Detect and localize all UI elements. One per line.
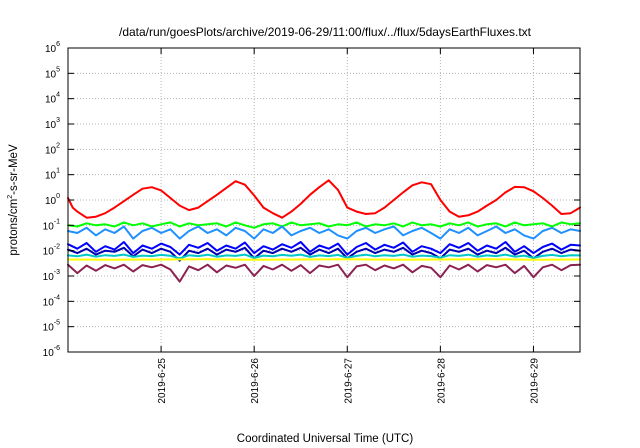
x-tick-label: 2019-6-26 bbox=[250, 358, 261, 404]
x-tick-label: 2019-6-25 bbox=[157, 358, 168, 404]
y-tick-base: 10 bbox=[43, 297, 55, 308]
y-tick-label: 10-6 bbox=[43, 345, 60, 359]
y-tick-exponent: -1 bbox=[54, 218, 60, 225]
y-tick-base: 10 bbox=[45, 120, 57, 131]
y-tick-exponent: 1 bbox=[56, 168, 60, 175]
x-tick-label: 2019-6-27 bbox=[343, 358, 354, 404]
y-tick-base: 10 bbox=[43, 221, 55, 232]
series-line-8 bbox=[67, 263, 581, 283]
y-tick-label: 10-3 bbox=[43, 269, 60, 283]
y-tick-exponent: -6 bbox=[54, 345, 60, 352]
y-tick-exponent: 0 bbox=[56, 193, 60, 200]
y-axis-label: protons/cm2-s-sr-MeV bbox=[7, 144, 20, 256]
y-tick-base: 10 bbox=[45, 145, 57, 156]
x-tick-label: 2019-6-28 bbox=[436, 358, 447, 404]
y-tick-exponent: 5 bbox=[56, 66, 60, 73]
y-tick-label: 103 bbox=[45, 117, 60, 131]
grid-lines bbox=[68, 48, 580, 352]
y-tick-label: 10-4 bbox=[43, 294, 60, 308]
y-tick-exponent: -4 bbox=[54, 294, 60, 301]
y-tick-exponent: 2 bbox=[56, 142, 60, 149]
x-tick-label: 2019-6-29 bbox=[529, 358, 540, 404]
y-axis-label-prefix: protons/cm bbox=[8, 199, 20, 256]
y-tick-base: 10 bbox=[45, 44, 57, 55]
y-tick-exponent: 6 bbox=[56, 41, 60, 48]
x-tick-labels: 2019-6-25 2019-6-26 2019-6-27 2019-6-28 2019… bbox=[157, 358, 540, 404]
plot-area bbox=[67, 179, 581, 283]
y-tick-base: 10 bbox=[45, 196, 57, 207]
y-tick-exponent: -3 bbox=[54, 269, 60, 276]
y-tick-exponent: 3 bbox=[56, 117, 60, 124]
y-tick-base: 10 bbox=[45, 69, 57, 80]
y-tick-label: 10-2 bbox=[43, 244, 60, 258]
series-line-7 bbox=[67, 258, 581, 261]
y-tick-base: 10 bbox=[45, 171, 57, 182]
y-tick-label: 104 bbox=[45, 92, 60, 106]
series-line-1 bbox=[67, 179, 581, 219]
y-tick-base: 10 bbox=[43, 348, 55, 359]
y-axis-label-sup: 2 bbox=[7, 195, 14, 199]
y-tick-label: 102 bbox=[45, 142, 60, 156]
series-line-2 bbox=[67, 221, 581, 229]
y-tick-label: 105 bbox=[45, 66, 60, 80]
y-tick-exponent: -5 bbox=[54, 320, 60, 327]
y-tick-base: 10 bbox=[43, 247, 55, 258]
y-tick-labels: 10610510410310210110010-110-210-310-410-… bbox=[43, 41, 60, 359]
chart-title: /data/run/goesPlots/archive/2019-06-29/1… bbox=[119, 25, 532, 39]
y-tick-label: 10-5 bbox=[43, 320, 60, 334]
y-tick-label: 101 bbox=[45, 168, 60, 182]
series-line-5 bbox=[67, 246, 581, 262]
y-tick-base: 10 bbox=[45, 95, 57, 106]
y-tick-label: 10-1 bbox=[43, 218, 60, 232]
y-tick-label: 106 bbox=[45, 41, 60, 55]
y-axis-label-suffix: -s-sr-MeV bbox=[8, 144, 20, 195]
y-tick-exponent: 4 bbox=[56, 92, 60, 99]
series-line-6 bbox=[67, 253, 581, 260]
y-tick-base: 10 bbox=[43, 272, 55, 283]
y-tick-base: 10 bbox=[43, 323, 55, 334]
y-tick-exponent: -2 bbox=[54, 244, 60, 251]
y-tick-label: 100 bbox=[45, 193, 60, 207]
series-line-3 bbox=[67, 225, 581, 240]
series-line-4 bbox=[67, 241, 581, 256]
x-axis-label: Coordinated Universal Time (UTC) bbox=[237, 433, 414, 445]
axis-ticks bbox=[68, 47, 580, 353]
